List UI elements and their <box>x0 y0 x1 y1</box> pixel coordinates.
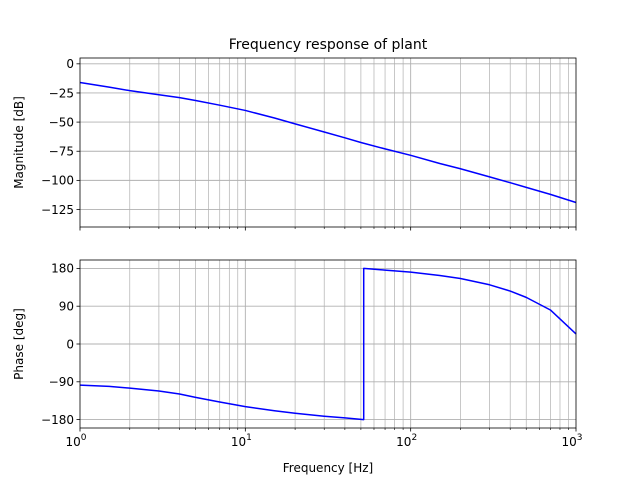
magnitude-y-axis-label: Magnitude [dB] <box>12 96 26 189</box>
magnitude-axes-frame <box>79 57 577 228</box>
magnitude-y-tick-label: −50 <box>49 115 74 129</box>
frequency-x-tick-label: 101 <box>231 433 252 449</box>
frequency-x-axis-label: Frequency [Hz] <box>283 461 374 475</box>
frequency-x-tick-label: 100 <box>65 433 86 449</box>
magnitude-y-tick-label: −25 <box>49 86 74 100</box>
frequency-x-tick-label: 102 <box>396 433 417 449</box>
magnitude-y-tick-label: −75 <box>49 145 74 159</box>
magnitude-y-tick-label: 0 <box>66 57 74 71</box>
chart-title: Frequency response of plant <box>229 37 428 53</box>
phase-axes-frame <box>79 259 577 429</box>
magnitude-y-tick-label: −100 <box>41 174 74 188</box>
magnitude-plot-area <box>80 58 576 227</box>
magnitude-response-line <box>79 81 577 204</box>
magnitude-y-tick-label: −125 <box>41 203 74 217</box>
phase-y-tick-label: −180 <box>41 413 74 427</box>
phase-y-axis-label: Phase [deg] <box>12 308 26 380</box>
phase-response-line <box>79 267 577 421</box>
frequency-x-tick-label: 103 <box>561 433 582 449</box>
magnitude-plot: 0 −25 −50 −75 −100 −125 <box>41 57 577 231</box>
phase-y-tick-label: 180 <box>51 262 74 276</box>
phase-y-tick-label: −90 <box>49 375 74 389</box>
phase-y-tick-label: 90 <box>59 300 74 314</box>
phase-y-tick-label: 0 <box>66 337 74 351</box>
phase-plot: 180 90 0 −90 −180 100 101 102 103 <box>41 259 583 449</box>
